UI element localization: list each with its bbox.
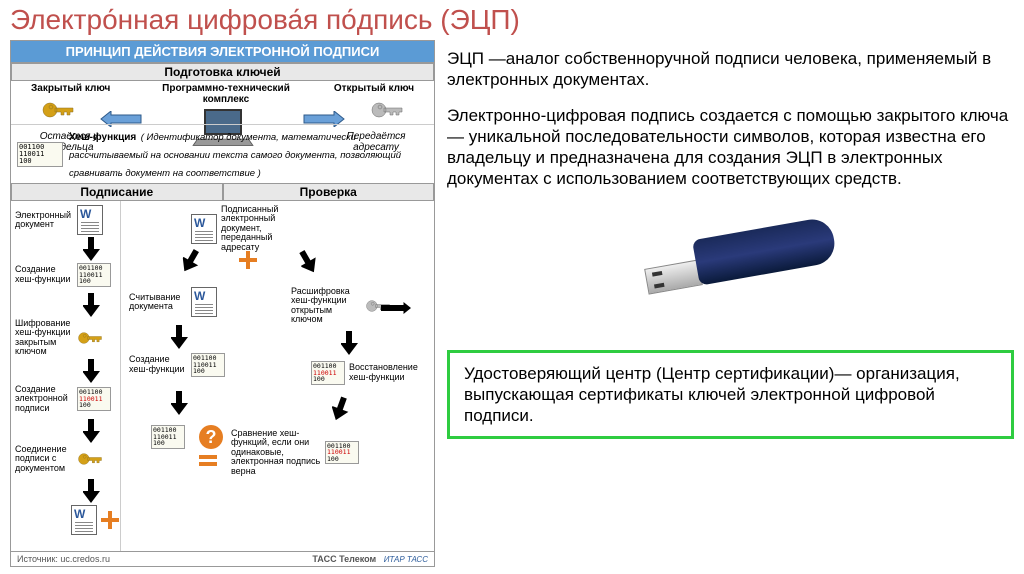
sign-step1: Электронный документ <box>15 211 73 230</box>
verify-step6: Сравнение хеш-функций, если они одинаков… <box>231 429 321 476</box>
arrow-down-icon <box>83 419 101 448</box>
arrow-down-icon <box>83 479 101 508</box>
verify-step4: Расшифровка хеш-функции открытым ключом <box>291 287 361 325</box>
bits-icon: 001100110011100 <box>311 361 345 385</box>
logo-tass: ТАСС Телеком <box>312 554 376 564</box>
verify-step3: Создание хеш-функции <box>129 355 187 374</box>
doc-icon <box>77 205 103 235</box>
paragraph-1: ЭЦП —аналог собственноручной подписи чел… <box>447 48 1014 91</box>
equals-icon <box>199 451 217 469</box>
bits-icon: 001100110011100 <box>77 387 111 411</box>
sign-step5: Соединение подписи с документом <box>15 445 73 473</box>
bits-icon: 001100110011100 <box>325 441 359 465</box>
arrow-down-icon <box>327 395 354 428</box>
gold-key-icon <box>41 101 75 124</box>
bits-icon: 001100110011100 <box>77 263 111 287</box>
logo-itar: ИТАР ТАСС <box>384 555 428 564</box>
open-key-label: Открытый ключ <box>334 83 414 94</box>
silver-key-icon <box>370 101 404 124</box>
arrow-down-icon <box>341 331 359 360</box>
bits-icon: 001100110011100 <box>191 353 225 377</box>
gold-key-icon <box>77 452 103 466</box>
source-text: Источник: uc.credos.ru <box>17 554 110 564</box>
arrow-down-icon <box>83 237 101 266</box>
verify-step2: Считывание документа <box>129 293 187 312</box>
arrow-down-icon <box>171 325 189 354</box>
closed-key-label: Закрытый ключ <box>31 83 110 94</box>
question-icon: ? <box>199 425 223 449</box>
gold-key-icon <box>77 331 103 345</box>
paragraph-2: Электронно-цифровая подпись создается с … <box>447 105 1014 190</box>
ptc-label: Программно-технический комплекс <box>141 83 311 105</box>
prep-header: Подготовка ключей <box>11 63 434 81</box>
sign-step4: Создание электронной подписи <box>15 385 73 413</box>
doc-icon <box>191 214 217 244</box>
arrow-right-orange-icon <box>381 301 411 320</box>
bits-icon: 001100110011100 <box>151 425 185 449</box>
diagram-panel: ПРИНЦИП ДЕЙСТВИЯ ЭЛЕКТРОННОЙ ПОДПИСИ Под… <box>10 40 435 567</box>
cert-center-box: Удостоверяющий центр (Центр сертификации… <box>447 350 1014 440</box>
sign-step3: Шифрование хеш-функции закрытым ключом <box>15 319 73 357</box>
arrow-down-icon <box>83 293 101 322</box>
hash-bits-icon: 001100110011100 <box>17 142 63 167</box>
arrow-down-icon <box>83 359 101 388</box>
verify-header: Проверка <box>223 183 435 201</box>
doc-icon <box>191 287 217 317</box>
sign-header: Подписание <box>11 183 223 201</box>
diagram-header: ПРИНЦИП ДЕЙСТВИЯ ЭЛЕКТРОННОЙ ПОДПИСИ <box>11 41 434 63</box>
plus-icon <box>239 251 257 269</box>
sign-step2: Создание хеш-функции <box>15 265 73 284</box>
arrow-down-icon <box>171 391 189 420</box>
doc-icon <box>71 505 97 535</box>
verify-step5: Восстановление хеш-функции <box>349 363 419 382</box>
verify-step1: Подписанный электронный документ, переда… <box>221 205 291 252</box>
page-title: Электро́нная цифрова́я по́дпись (ЭЦП) <box>0 0 1024 40</box>
hash-label: Хеш-функция <box>69 132 136 143</box>
plus-icon <box>101 511 119 529</box>
usb-token-icon <box>626 210 836 320</box>
